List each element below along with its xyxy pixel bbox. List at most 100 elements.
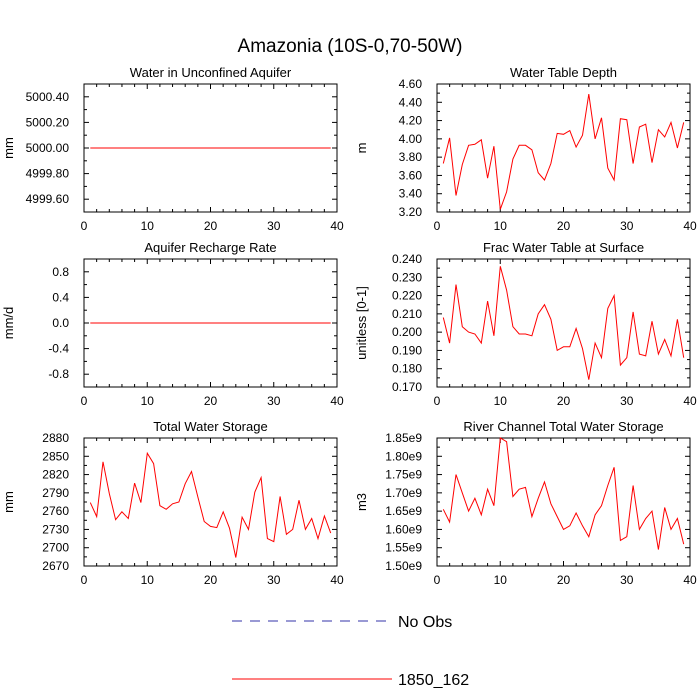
y-tick-label: 2820 xyxy=(42,468,69,482)
y-tick-label: 1.50e9 xyxy=(385,559,422,573)
y-tick-label: 5000.00 xyxy=(26,141,70,155)
x-tick-label: 40 xyxy=(683,219,697,233)
y-axis-label: mm/d xyxy=(1,307,16,340)
y-tick-label: 1.55e9 xyxy=(385,541,422,555)
x-tick-label: 10 xyxy=(494,219,508,233)
y-tick-label: 2850 xyxy=(42,449,69,463)
x-tick-label: 0 xyxy=(81,219,88,233)
plot-frame xyxy=(436,437,691,567)
y-tick-label: 0.4 xyxy=(52,290,69,304)
y-tick-label: 4.00 xyxy=(399,132,423,146)
x-tick-label: 40 xyxy=(683,394,697,408)
figure-title: Amazonia (10S-0,70-50W) xyxy=(238,36,463,57)
x-tick-label: 40 xyxy=(683,573,697,587)
chart-panel-6: River Channel Total Water Storage m3 0 10 20… xyxy=(354,419,697,587)
y-tick-label: 4999.80 xyxy=(26,167,70,181)
y-tick-label: 3.20 xyxy=(399,205,423,219)
x-tick-label: 0 xyxy=(434,394,441,408)
y-tick-label: 2760 xyxy=(42,504,69,518)
legend-label-1850-162: 1850_162 xyxy=(398,672,469,689)
x-tick-label: 20 xyxy=(204,394,218,408)
chart-panel-3: Aquifer Recharge Rate mm/d 0 10 20 30 40 -0.8 -0… xyxy=(1,240,344,408)
series-line-1 xyxy=(442,94,685,210)
x-tick-label: 20 xyxy=(204,219,218,233)
series-line-1 xyxy=(442,266,685,380)
y-tick-label: 1.80e9 xyxy=(385,449,422,463)
x-tick-label: 40 xyxy=(330,573,344,587)
x-tick-label: 40 xyxy=(330,394,344,408)
y-tick-label: 0.190 xyxy=(392,343,422,357)
y-tick-label: -0.8 xyxy=(48,367,69,381)
x-tick-label: 10 xyxy=(494,573,508,587)
x-tick-label: 30 xyxy=(267,394,281,408)
panel-title: Frac Water Table at Surface xyxy=(483,240,644,255)
x-tick-label: 40 xyxy=(330,219,344,233)
y-tick-label: 2730 xyxy=(42,522,69,536)
x-tick-label: 20 xyxy=(557,394,571,408)
y-tick-label: 2700 xyxy=(42,541,69,555)
panel-title: River Channel Total Water Storage xyxy=(463,419,663,434)
x-tick-label: 20 xyxy=(557,219,571,233)
y-tick-label: 4.20 xyxy=(399,114,423,128)
y-tick-label: 1.85e9 xyxy=(385,431,422,445)
x-tick-label: 10 xyxy=(141,394,155,408)
y-tick-label: 1.75e9 xyxy=(385,468,422,482)
y-tick-label: 1.65e9 xyxy=(385,504,422,518)
plot-frame xyxy=(436,83,691,213)
y-tick-label: 0.220 xyxy=(392,289,422,303)
y-tick-label: 0.170 xyxy=(392,380,422,394)
y-tick-label: 4999.60 xyxy=(26,192,70,206)
y-tick-label: 5000.20 xyxy=(26,115,70,129)
panel-title: Water in Unconfined Aquifer xyxy=(130,65,292,80)
y-tick-label: 4.60 xyxy=(399,77,423,91)
series-line-1 xyxy=(442,437,685,550)
y-tick-label: 0.230 xyxy=(392,270,422,284)
y-tick-label: -0.4 xyxy=(48,342,69,356)
x-tick-label: 20 xyxy=(557,573,571,587)
chart-panel-1: Water in Unconfined Aquifer mm 0 10 20 30 40 49… xyxy=(1,65,344,233)
x-tick-label: 30 xyxy=(267,573,281,587)
panel-title: Total Water Storage xyxy=(153,419,267,434)
y-tick-label: 1.60e9 xyxy=(385,522,422,536)
y-tick-label: 0.240 xyxy=(392,252,422,266)
y-tick-label: 3.80 xyxy=(399,150,423,164)
x-tick-label: 10 xyxy=(141,573,155,587)
x-tick-label: 10 xyxy=(141,219,155,233)
x-tick-label: 0 xyxy=(81,394,88,408)
chart-panel-2: Water Table Depth m 0 10 20 30 40 3.20 3.40 3.60 3… xyxy=(354,65,697,233)
y-tick-label: 4.40 xyxy=(399,95,423,109)
y-tick-label: 0.200 xyxy=(392,325,422,339)
x-tick-label: 20 xyxy=(204,573,218,587)
chart-panel-4: Frac Water Table at Surface unitless [0-1… xyxy=(354,240,697,408)
y-tick-label: 2880 xyxy=(42,431,69,445)
y-axis-label: m3 xyxy=(354,493,369,511)
x-tick-label: 0 xyxy=(81,573,88,587)
y-tick-label: 3.40 xyxy=(399,187,423,201)
x-tick-label: 30 xyxy=(620,394,634,408)
y-tick-label: 1.70e9 xyxy=(385,486,422,500)
y-tick-label: 0.210 xyxy=(392,307,422,321)
y-tick-label: 3.60 xyxy=(399,168,423,182)
x-tick-label: 30 xyxy=(620,573,634,587)
y-tick-label: 0.180 xyxy=(392,362,422,376)
legend-label-no-obs: No Obs xyxy=(398,614,452,631)
series-line-1 xyxy=(89,451,332,558)
panel-title: Water Table Depth xyxy=(510,65,617,80)
y-tick-label: 0.8 xyxy=(52,265,69,279)
y-tick-label: 2670 xyxy=(42,559,69,573)
x-tick-label: 0 xyxy=(434,573,441,587)
legend: No Obs 1850_162 xyxy=(232,614,469,689)
y-tick-label: 2790 xyxy=(42,486,69,500)
y-axis-label: mm xyxy=(1,491,16,513)
x-tick-label: 0 xyxy=(434,219,441,233)
y-axis-label: unitless [0-1] xyxy=(354,286,369,360)
panels: Water in Unconfined Aquifer mm 0 10 20 30 40 49… xyxy=(1,65,697,587)
x-tick-label: 30 xyxy=(267,219,281,233)
panel-title: Aquifer Recharge Rate xyxy=(144,240,276,255)
x-tick-label: 30 xyxy=(620,219,634,233)
x-tick-label: 10 xyxy=(494,394,508,408)
chart-panel-5: Total Water Storage mm 0 10 20 30 40 2670 2700 27… xyxy=(1,419,344,587)
y-axis-label: mm xyxy=(1,137,16,159)
y-tick-label: 5000.40 xyxy=(26,90,70,104)
